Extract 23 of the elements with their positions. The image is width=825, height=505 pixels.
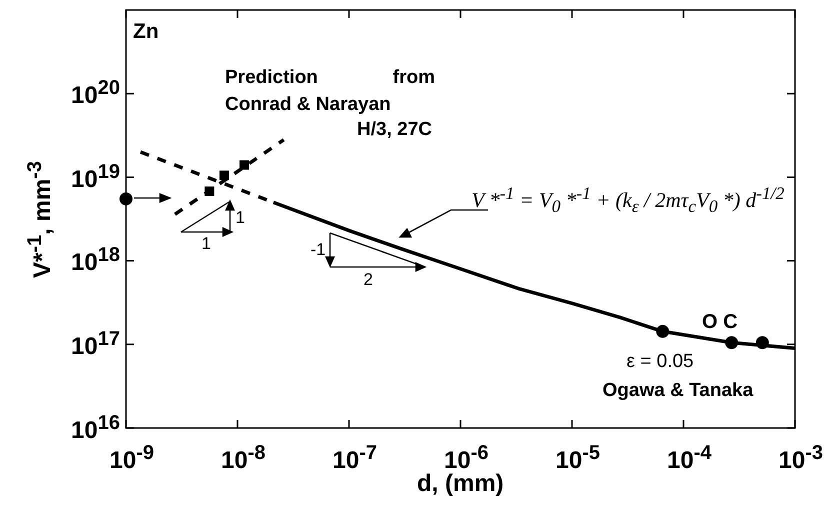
annotation: H/3, 27C <box>357 119 432 141</box>
x-tick-label: 10$^{-8}$ <box>221 442 266 474</box>
annotation: Prediction from <box>225 67 435 89</box>
annotation: 1 <box>236 208 245 228</box>
y-tick-label: 10$^{20}$ <box>71 77 120 110</box>
annotation: 1 <box>202 234 211 254</box>
annotation: O C <box>702 310 738 334</box>
annotation: Conrad & Narayan <box>225 94 391 116</box>
text: -1 <box>310 240 326 259</box>
x-tick-label: 10$^{-7}$ <box>332 442 377 474</box>
annotation: Zn <box>133 20 159 44</box>
x-tick-label: 10$^{-5}$ <box>556 442 600 474</box>
annotation: 2 <box>364 270 373 290</box>
annotation: ε = 0.05 <box>626 351 694 373</box>
annotation: -1 <box>500 183 514 203</box>
x-tick-label: 10$^{-3}$ <box>778 442 823 474</box>
x-tick-label: 10$^{-4}$ <box>667 442 712 474</box>
y-tick-label: 10$^{19}$ <box>71 160 120 194</box>
x-tick-label: 10$^{-9}$ <box>110 442 154 474</box>
annotation: Ogawa & Tanaka <box>602 380 754 402</box>
y-tick-label: 10$^{16}$ <box>71 412 120 444</box>
y-tick-label: 10$^{17}$ <box>71 328 120 361</box>
y-tick-label: 10$^{18}$ <box>71 244 120 278</box>
